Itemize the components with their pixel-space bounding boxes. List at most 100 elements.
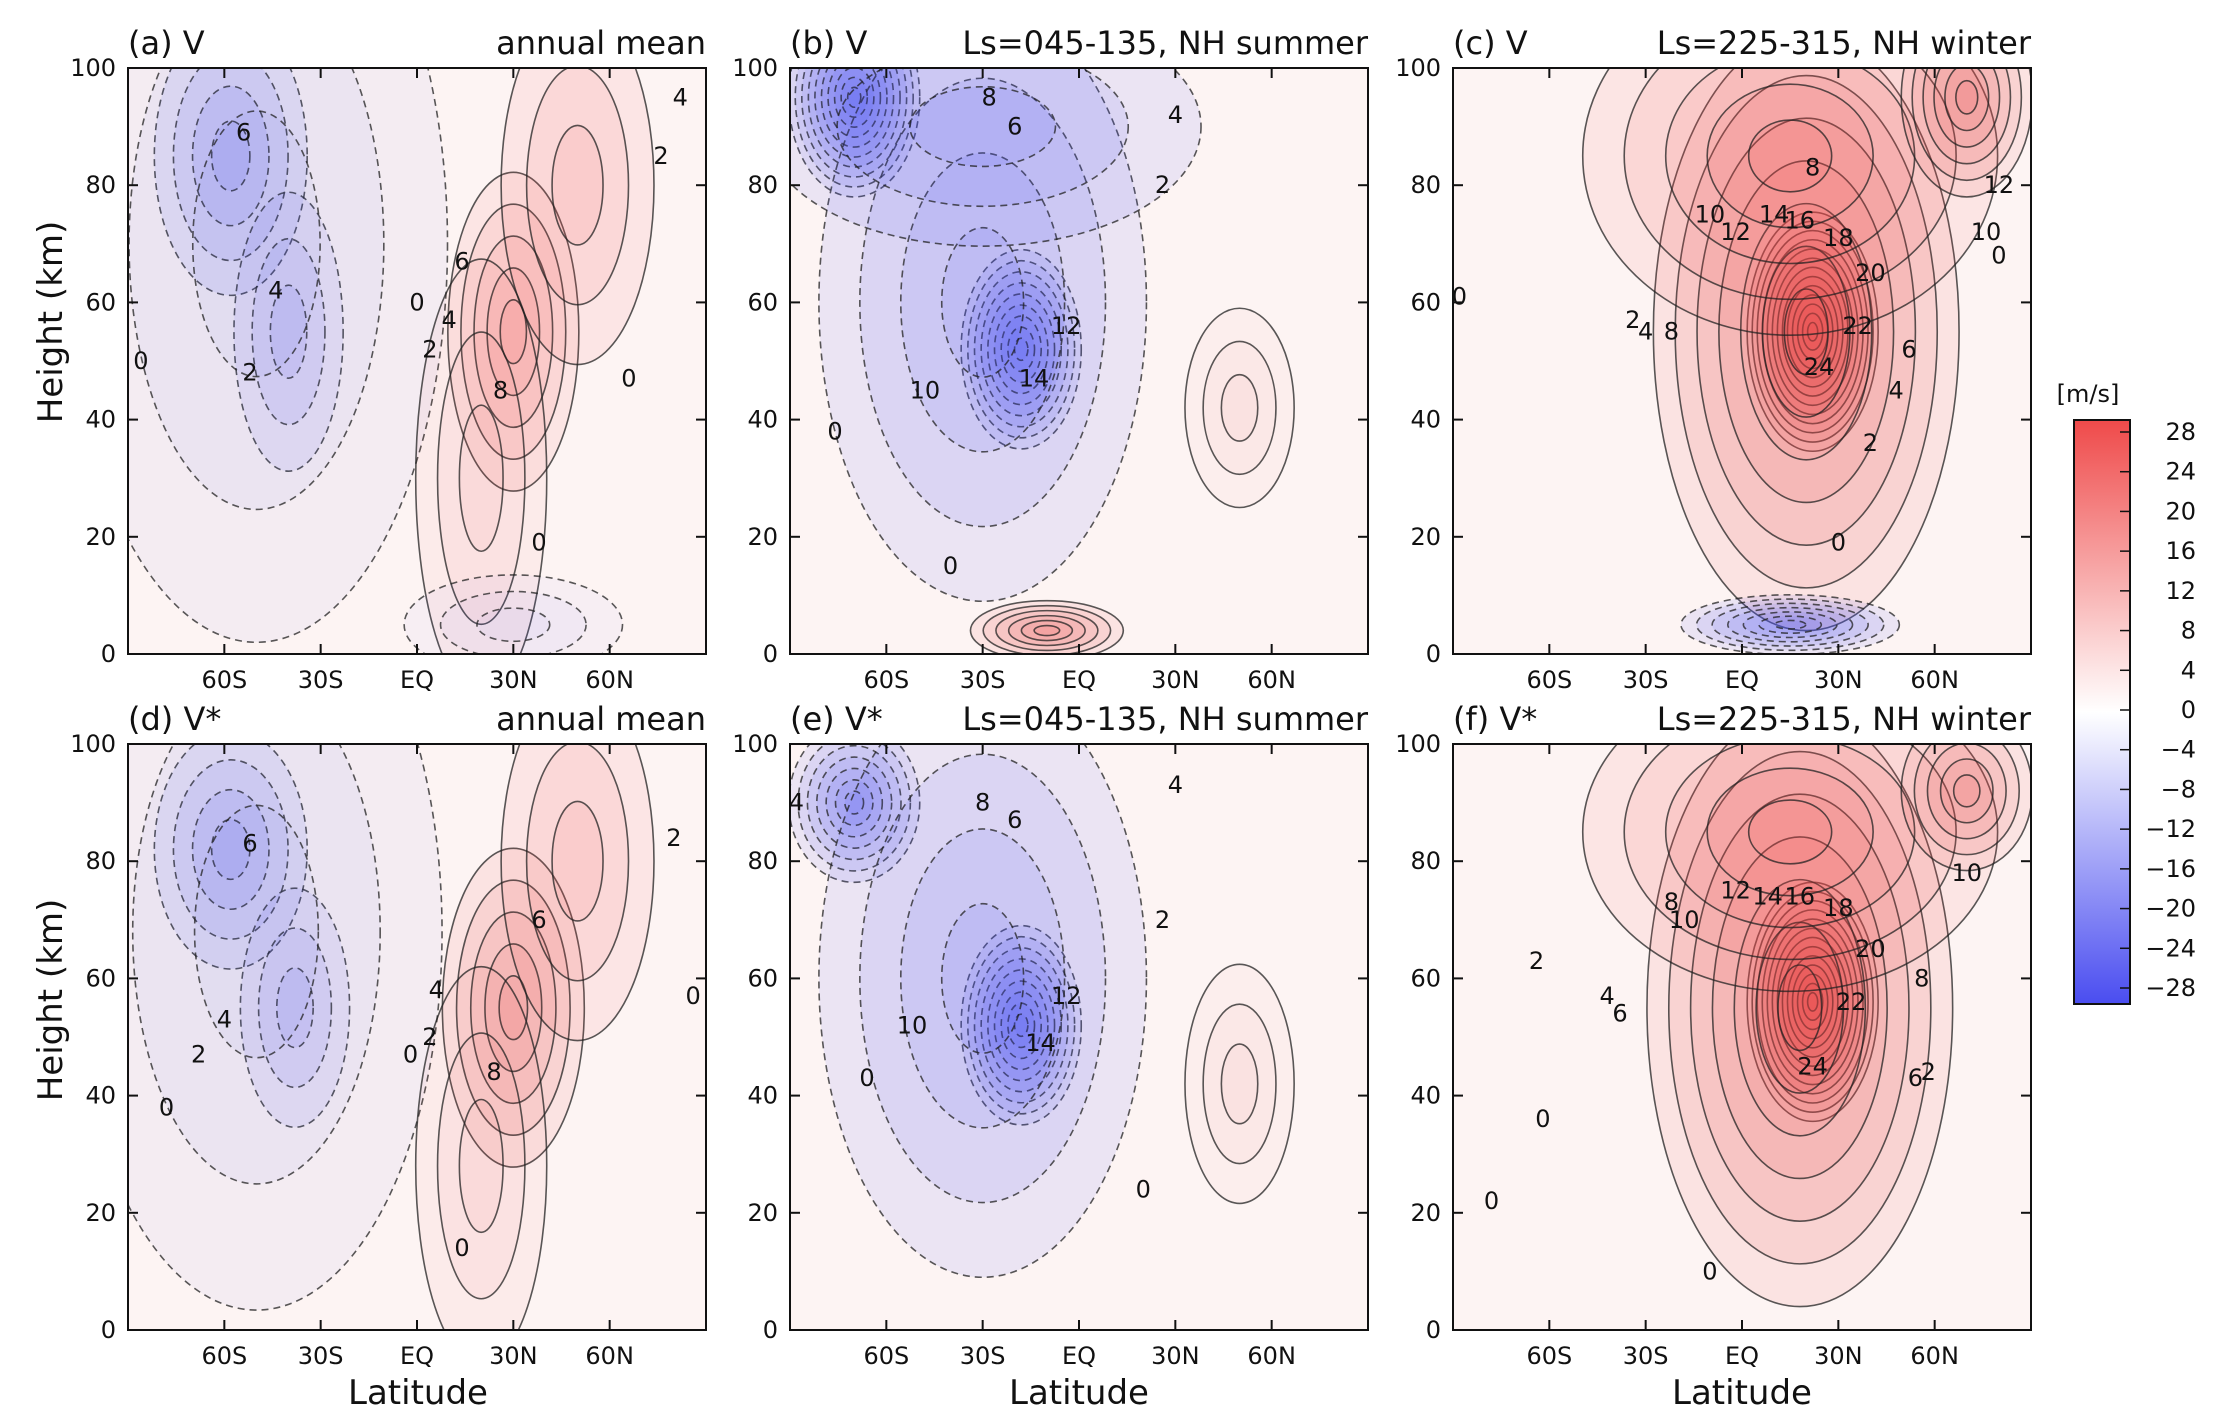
positive-contour [1786,955,1839,1049]
y-tick-label: 20 [1410,523,1441,551]
colorbar-tick-label: 24 [2165,458,2196,486]
negative-contour [239,887,351,1129]
contour-label: 10 [1952,859,1983,887]
y-tick-label: 80 [747,847,778,875]
x-tick-label: 60S [1526,1342,1572,1370]
y-tick-label: 80 [1410,847,1441,875]
positive-contour [1033,624,1061,637]
x-tick-label: EQ [1725,666,1759,694]
contour-label: 14 [1752,882,1783,910]
positive-contour [1747,799,1833,865]
y-tick-label: 80 [85,171,116,199]
negative-contour [940,226,1025,378]
contour-label: 8 [981,83,996,111]
y-tick-label: 80 [1410,171,1441,199]
contour-label: 2 [1529,947,1544,975]
positive-contour [1696,117,1917,546]
positive-contour [1020,619,1074,642]
positive-contour [1911,68,2023,182]
y-tick-label: 0 [763,640,778,668]
positive-contour [1756,229,1869,434]
contour-label: 2 [1625,306,1640,334]
contour-label: 14 [1759,201,1790,229]
contour-label: 0 [1484,1187,1499,1215]
x-tick-label: 30N [489,1342,538,1370]
positive-contour [486,267,541,397]
contour-label: 20 [1855,259,1886,287]
x-tick-label: EQ [1062,1342,1096,1370]
y-tick-label: 100 [1395,54,1441,82]
contour-label: 22 [1836,988,1867,1016]
positive-contour [1766,918,1859,1086]
negative-contour [476,607,551,643]
negative-contour [191,85,270,227]
contour-label: 0 [1702,1257,1717,1285]
y-tick-label: 40 [85,1082,116,1110]
y-tick-label: 100 [70,54,116,82]
contour-label: 0 [859,1064,874,1092]
positive-contour [1944,68,1990,132]
contour-label: 0 [531,529,546,557]
contour-label: 2 [1863,429,1878,457]
negative-contour [797,744,912,872]
contour-label: 2 [422,335,437,363]
positive-contour [455,879,571,1137]
positive-contour [995,609,1099,652]
panel-period: Ls=045-135, NH summer [962,24,1369,62]
colorbar-tick-label: −28 [2145,974,2196,1002]
negative-contour [818,744,1148,1278]
ylabel-row-2: Height (km) [31,899,71,1102]
y-tick-label: 100 [70,730,116,758]
contour-label: 8 [1914,964,1929,992]
positive-contour [1220,373,1259,442]
x-tick-label: 60N [585,1342,634,1370]
contour-label: 4 [673,83,688,111]
y-tick-label: 0 [101,1316,116,1344]
wind-field [790,68,1295,654]
y-tick-label: 40 [1410,406,1441,434]
panel-label: (c) V [1453,24,1528,62]
negative-contour [940,902,1025,1054]
negative-contour [815,756,893,849]
panel-period: annual mean [496,700,706,738]
negative-contour [790,744,921,884]
contour-label: 6 [1908,1064,1923,1092]
negative-contour [1711,602,1869,647]
negative-contour [790,68,1202,247]
contour-label: 4 [1638,318,1653,346]
positive-contour [1623,744,1957,961]
contour-label: 10 [910,376,941,404]
panel-label: (b) V [790,24,867,62]
panel-period: Ls=225-315, NH winter [1657,700,2032,738]
x-tick-label: 60S [1526,666,1572,694]
positive-contour [1801,312,1824,351]
x-tick-label: EQ [1062,666,1096,694]
negative-contour [993,980,1049,1071]
positive-contour [1007,614,1086,647]
x-tick-label: 30S [960,1342,1006,1370]
contour-label: 2 [1155,171,1170,199]
y-tick-label: 20 [747,523,778,551]
negative-contour [859,77,1107,528]
contour-label: 0 [1831,529,1846,557]
xlabel-col-3: Latitude [1672,1373,1812,1413]
y-tick-label: 0 [101,640,116,668]
negative-contour [1013,337,1029,362]
contour-label: 2 [242,359,257,387]
positive-contour [551,124,604,246]
positive-contour [1674,74,1939,589]
negative-contour [987,293,1056,406]
x-tick-label: 30N [1151,1342,1200,1370]
panel-label: (a) V [128,24,205,62]
x-tick-label: 60S [201,666,247,694]
y-tick-label: 20 [85,523,116,551]
negative-contour [987,969,1056,1082]
x-tick-label: 30N [1814,666,1863,694]
positive-contour [1801,982,1824,1022]
negative-contour [210,818,251,881]
positive-contour [473,235,554,429]
contour-label: 4 [441,306,456,334]
y-tick-label: 0 [763,1316,778,1344]
